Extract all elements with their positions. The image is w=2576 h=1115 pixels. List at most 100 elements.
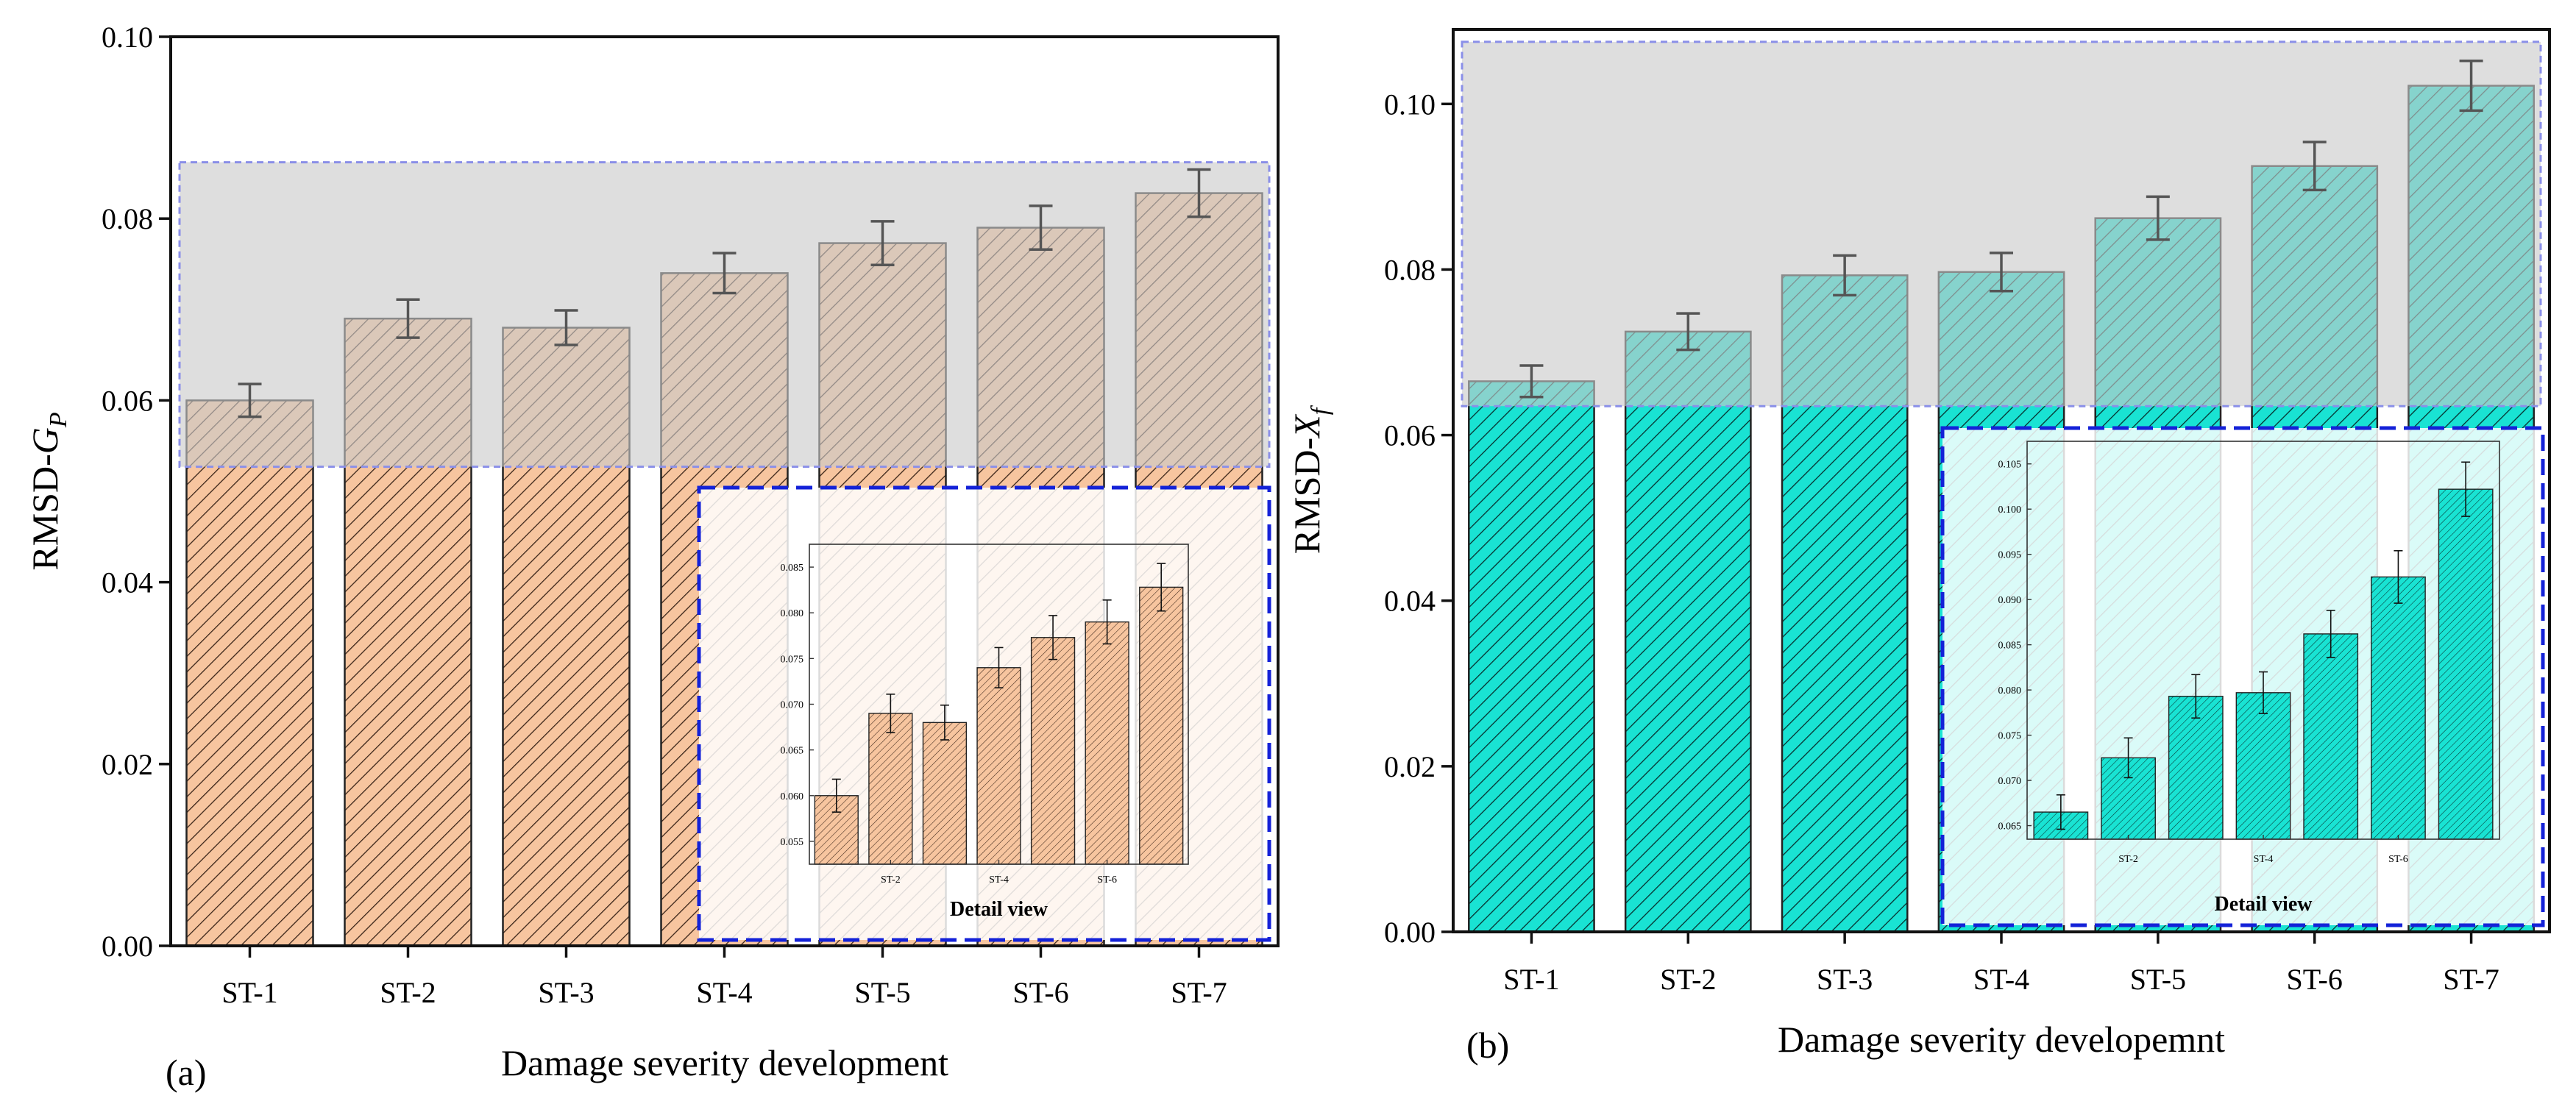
- inset-ytick-label: 0.065: [1998, 822, 2022, 833]
- ytick-label: 0.06: [1384, 419, 1436, 452]
- ytick-label: 0.06: [102, 384, 153, 417]
- error-bar: [870, 220, 895, 266]
- error-bar: [1833, 254, 1857, 297]
- inset-bar: [1139, 586, 1184, 865]
- x-axis-title: Damage severity development: [501, 1042, 948, 1083]
- ytick-label: 0.02: [1384, 750, 1436, 783]
- y-axis-title-subscript: P: [45, 412, 72, 428]
- xtick-label: ST-5: [854, 976, 910, 1009]
- x-axis-title: Damage severity developemnt: [1778, 1019, 2225, 1060]
- error-bar: [1029, 204, 1053, 251]
- inset-ytick-label: 0.060: [781, 791, 804, 802]
- inset-xtick-label: ST-6: [2388, 854, 2408, 865]
- ytick-label: 0.00: [102, 930, 153, 963]
- inset-xtick-label: ST-4: [989, 874, 1009, 886]
- panel-label: (b): [1466, 1025, 1509, 1066]
- xtick-label: ST-3: [538, 976, 594, 1009]
- inset-ytick-label: 0.075: [781, 654, 804, 665]
- y-axis-title-symbol: G: [24, 427, 65, 454]
- highlight-band: [1461, 40, 2542, 407]
- inset-xtick-label: ST-2: [2118, 854, 2138, 865]
- error-bar: [238, 382, 262, 418]
- inset-error-bar: [2326, 610, 2335, 658]
- xtick-label: ST-1: [1503, 963, 1559, 996]
- y-axis-title-symbol: X: [1286, 413, 1327, 439]
- ytick-label: 0.00: [1384, 916, 1436, 949]
- inset-error-bar: [940, 704, 949, 741]
- error-bar: [2459, 60, 2483, 113]
- inset-bar: [1030, 637, 1076, 865]
- bar: [185, 399, 314, 946]
- inset-ytick-label: 0.095: [1998, 550, 2022, 561]
- highlight-band: [178, 161, 1271, 469]
- xtick-label: ST-2: [380, 976, 436, 1009]
- ytick-label: 0.08: [1384, 253, 1436, 286]
- xtick-label: ST-5: [2130, 963, 2186, 996]
- ytick-label: 0.10: [102, 21, 153, 54]
- inset-chart: 0.055 0.060 0.065 0.070 0.075 0.080 0.085 ST-2 S…: [781, 544, 1189, 921]
- inset-bar: [2371, 576, 2426, 840]
- ytick-label: 0.02: [102, 748, 153, 781]
- inset-ytick-label: 0.105: [1998, 460, 2022, 471]
- ytick-label: 0.10: [1384, 88, 1436, 121]
- inset-error-bar: [1102, 599, 1112, 645]
- y-axis-title-prefix: RMSD-: [24, 454, 65, 570]
- bar: [1468, 380, 1595, 932]
- inset-error-bar: [2123, 737, 2133, 779]
- inset-bar: [976, 667, 1021, 865]
- inset-ytick-label: 0.090: [1998, 595, 2022, 606]
- error-bar: [554, 309, 578, 346]
- error-bar: [396, 298, 420, 339]
- xtick-label: ST-6: [2287, 963, 2343, 996]
- xtick-label: ST-7: [1171, 976, 1227, 1009]
- error-bar: [1990, 252, 2013, 293]
- ytick-label: 0.04: [1384, 585, 1436, 618]
- bar: [1624, 330, 1752, 932]
- inset-error-bar: [1049, 615, 1058, 660]
- inset-ytick-label: 0.080: [1998, 685, 2022, 697]
- inset-ytick-label: 0.075: [1998, 731, 2022, 742]
- xtick-label: ST-6: [1012, 976, 1068, 1009]
- panel-b-chart: 0.0650.0700.0750.0800.0850.0900.0950.100…: [1286, 28, 2551, 1066]
- xtick-label: ST-4: [696, 976, 752, 1009]
- inset-ytick-label: 0.080: [781, 608, 804, 619]
- inset-error-bar: [2191, 674, 2201, 719]
- inset-chart: 0.065 0.070 0.075 0.080 0.085 0.090 0.095 0.100…: [1998, 441, 2500, 916]
- xtick-label: ST-4: [1973, 963, 2029, 996]
- ytick-label: 0.04: [102, 566, 153, 599]
- panel-label: (a): [166, 1052, 207, 1093]
- panel-a-chart: 0.055 0.060 0.065 0.070 0.075 0.080 0.085 ST-2 S…: [24, 21, 1280, 1093]
- inset-ytick-label: 0.065: [781, 746, 804, 757]
- inset-error-bar: [2461, 461, 2471, 517]
- inset-error-bar: [1157, 563, 1166, 612]
- inset-error-bar: [2394, 549, 2403, 604]
- inset-ytick-label: 0.085: [781, 563, 804, 574]
- inset-xtick-label: ST-6: [1097, 874, 1117, 886]
- y-axis-title: RMSD-Xf: [1286, 405, 1334, 554]
- inset-ytick-label: 0.085: [1998, 641, 2022, 652]
- inset-error-bar: [2259, 671, 2268, 714]
- inset-error-bar: [994, 646, 1004, 688]
- xtick-label: ST-3: [1817, 963, 1873, 996]
- y-axis-title-prefix: RMSD-: [1286, 438, 1327, 554]
- error-bar: [2146, 195, 2170, 241]
- inset-error-bar: [831, 778, 841, 813]
- inset-bar: [2303, 633, 2359, 840]
- inset-bar: [2168, 696, 2224, 840]
- inset-bar: [922, 722, 968, 865]
- inset-xtick-label: ST-4: [2254, 854, 2274, 865]
- inset-bar: [1085, 621, 1129, 865]
- inset-error-bar: [2056, 794, 2065, 830]
- inset-bar: [2438, 488, 2494, 840]
- inset-ytick-label: 0.100: [1998, 505, 2022, 516]
- inset-ytick-label: 0.070: [1998, 776, 2022, 787]
- ytick-label: 0.08: [102, 202, 153, 235]
- inset-bar: [868, 713, 913, 865]
- inset-error-bar: [886, 694, 895, 733]
- y-axis-title-subscript: f: [1307, 405, 1334, 415]
- inset-title: Detail view: [2215, 893, 2313, 916]
- xtick-label: ST-7: [2443, 963, 2499, 996]
- error-bar: [1676, 312, 1700, 352]
- error-bar: [2302, 140, 2327, 192]
